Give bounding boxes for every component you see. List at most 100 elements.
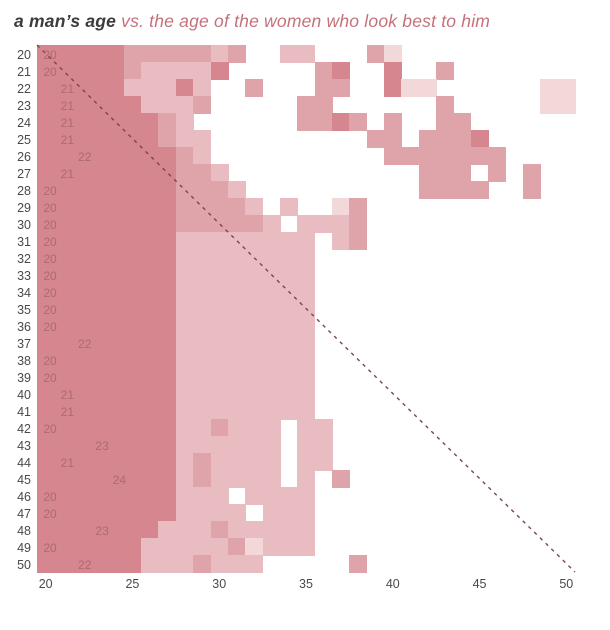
heatmap-cell [262,317,281,335]
heatmap-cell [210,402,229,420]
y-axis-label: 50 [17,557,31,572]
heatmap-cell [158,215,177,233]
heatmap-cell [314,96,333,114]
heatmap-cell [106,419,125,437]
y-axis-label: 48 [17,523,31,538]
heatmap-cell [245,334,264,352]
heatmap-cell [106,147,125,165]
heatmap-cell [123,470,142,488]
heatmap-cell [193,351,212,369]
heatmap-cell [141,283,160,301]
heatmap-cell [89,300,108,318]
y-axis-label: 41 [17,404,31,419]
y-axis-label: 23 [17,98,31,113]
heatmap-cell [332,215,350,233]
heatmap-cell [193,147,212,165]
heatmap-cell [245,79,264,97]
chart-title-right: vs. the age of the women who look best t… [116,11,491,31]
heatmap-cell [193,334,212,352]
heatmap-cell [227,317,246,335]
heatmap-cell [158,334,177,352]
heatmap-cell [210,232,229,250]
heatmap-cell [89,96,108,114]
heatmap-cell [71,300,90,318]
heatmap-cell [314,436,333,454]
heatmap-cell [37,283,55,301]
heatmap-cell [158,62,177,80]
heatmap-cell [123,164,142,182]
heatmap-cell [37,351,55,369]
heatmap-cell [89,147,108,165]
heatmap-cell [262,521,281,539]
heatmap-cell [262,453,281,471]
heatmap-cell [314,453,333,471]
heatmap-cell [193,249,212,267]
heatmap-cell [71,538,90,556]
heatmap-cell [158,266,177,284]
heatmap-cell [227,266,246,284]
heatmap-cell [245,317,264,335]
heatmap-cell [37,334,55,352]
heatmap-cell [262,249,281,267]
heatmap-cell [453,147,472,165]
heatmap-cell [175,164,194,182]
heatmap-cell [54,181,73,199]
heatmap-cell [54,164,73,182]
heatmap-cell [106,351,125,369]
heatmap-cell [71,555,90,573]
heatmap-cell [384,113,403,131]
heatmap-cell [54,147,73,165]
heatmap-cell [540,96,559,114]
heatmap-cell [141,300,160,318]
heatmap-cell [175,436,194,454]
y-axis-label: 21 [17,64,31,79]
heatmap-cell [54,521,73,539]
heatmap-cell [384,62,403,80]
heatmap-cell [54,249,73,267]
heatmap-cell [262,351,281,369]
heatmap-cell [106,385,125,403]
heatmap-cell [123,555,142,573]
heatmap-cell [279,521,298,539]
heatmap-cell [384,79,403,97]
heatmap-cell [193,504,212,522]
y-axis-label: 42 [17,421,31,436]
heatmap-cell [262,470,281,488]
heatmap-cell [123,232,142,250]
heatmap-cell [141,130,160,148]
heatmap-cell [436,96,455,114]
heatmap-cell [158,368,177,386]
heatmap-cell [210,181,229,199]
heatmap-cell [436,164,455,182]
heatmap-cell [54,419,73,437]
x-axis-label: 35 [299,577,313,591]
heatmap-cell [37,198,55,216]
heatmap-cell [522,181,541,199]
heatmap-cell [37,113,55,131]
heatmap-cell [210,249,229,267]
heatmap-cell [37,266,55,284]
heatmap-cell [54,198,73,216]
heatmap-cell [227,555,246,573]
y-axis-label: 27 [17,166,31,181]
y-axis-label: 33 [17,268,31,283]
heatmap-cell [158,113,177,131]
heatmap-cell [210,45,229,63]
heatmap-cell [245,419,264,437]
heatmap-cell [141,487,160,505]
heatmap-cell [210,521,229,539]
heatmap-cell [158,181,177,199]
heatmap-cell [314,113,333,131]
heatmap-cell [71,368,90,386]
heatmap-cell [279,198,298,216]
heatmap-cell [89,215,108,233]
heatmap-cell [227,436,246,454]
heatmap-cell [106,317,125,335]
heatmap-cell [175,470,194,488]
heatmap-cell [89,470,108,488]
heatmap-cell [54,215,73,233]
heatmap-cell [71,334,90,352]
heatmap-cell [175,385,194,403]
heatmap-cell [227,521,246,539]
heatmap-cell [141,504,160,522]
